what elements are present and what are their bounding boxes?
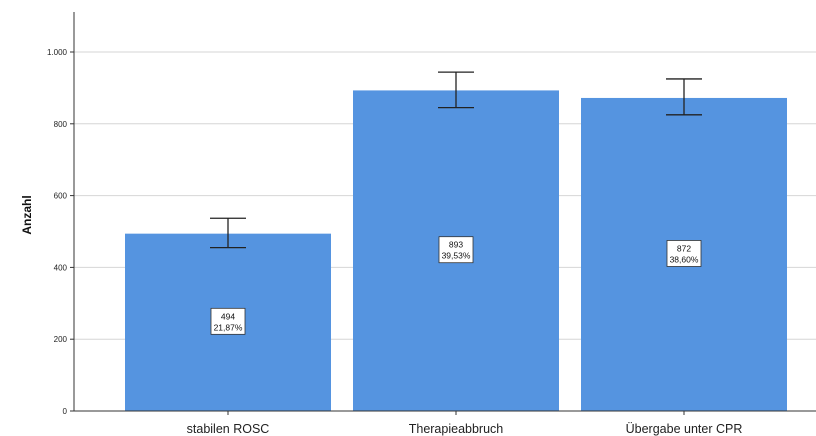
data-label-box (210, 307, 246, 335)
y-tick-label: 200 (54, 335, 68, 344)
y-tick-label: 600 (54, 192, 68, 201)
data-label-box (438, 236, 474, 264)
y-tick-label: 0 (63, 407, 68, 416)
data-label-box (666, 240, 702, 267)
y-tick-label: 400 (54, 263, 68, 272)
data-label-percent: 21,87% (214, 322, 243, 332)
data-label-count: 872 (677, 243, 691, 253)
y-axis-label: Anzahl (20, 195, 34, 234)
x-tick-label: Therapieabbruch (409, 422, 504, 436)
y-tick-label: 1.000 (47, 48, 68, 57)
data-label-percent: 38,60% (670, 254, 699, 264)
y-tick-label: 800 (54, 120, 68, 129)
x-tick-label: Übergabe unter CPR (626, 422, 743, 436)
x-tick-label: stabilen ROSC (187, 422, 270, 436)
error-bars (210, 71, 702, 249)
data-label-percent: 39,53% (442, 251, 471, 261)
axes: 0 200 400 600 800 1.000 stabilen ROSC Therapiea… (47, 12, 816, 436)
data-label-count: 494 (221, 311, 235, 321)
data-label-count: 893 (449, 240, 463, 250)
